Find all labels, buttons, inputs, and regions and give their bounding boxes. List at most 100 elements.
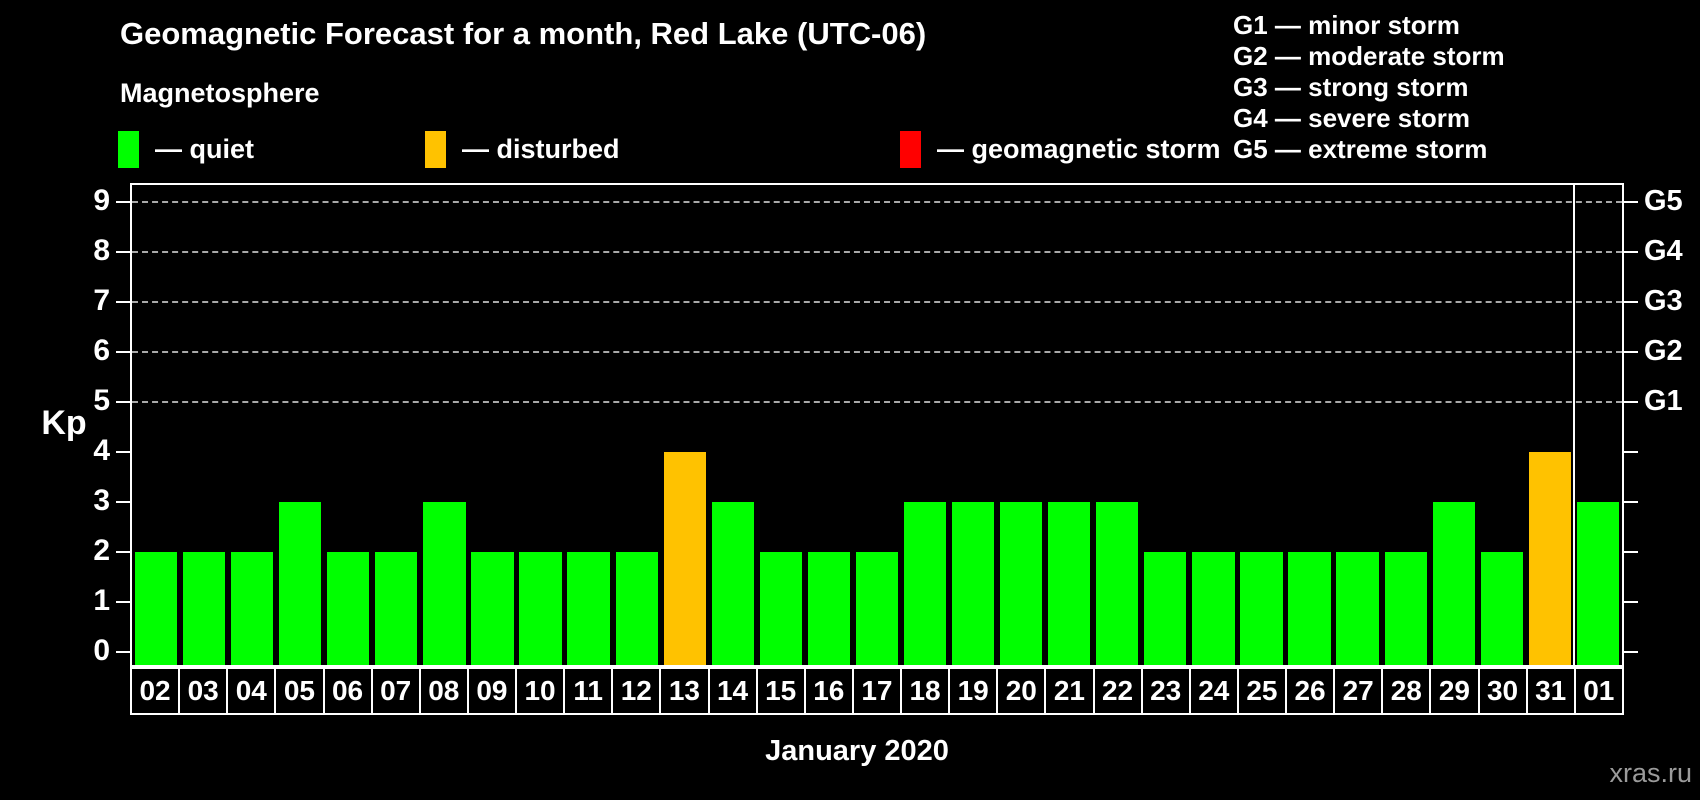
y-tick-left-1 [116,601,130,603]
legend-item-storm: — geomagnetic storm [900,129,1221,169]
kp-bar-05 [279,502,322,665]
date-cell-07: 07 [370,667,421,715]
bar-slot-29 [1430,185,1478,665]
kp-bar-23 [1144,552,1187,665]
bar-slot-12 [613,185,661,665]
plot-area [130,183,1624,667]
kp-bar-02 [134,552,178,665]
y-tick-right-7 [1624,301,1638,303]
bar-slot-15 [757,185,805,665]
legend-item-quiet: — quiet [118,129,254,169]
y-tick-left-9 [116,201,130,203]
legend-label-storm: — geomagnetic storm [937,133,1221,164]
bar-slot-18 [901,185,949,665]
date-cell-19: 19 [948,667,999,715]
kp-bar-24 [1192,552,1235,665]
kp-bar-07 [375,552,418,665]
kp-bar-18 [903,502,947,665]
bar-slot-16 [805,185,853,665]
month-separator [1572,185,1575,665]
kp-bar-17 [855,552,899,665]
kp-bar-29 [1432,502,1475,665]
g-axis-label-G3: G3 [1644,285,1683,317]
y-tick-right-1 [1624,601,1638,603]
y-tick-label-5: 5 [93,384,110,417]
date-cell-31: 31 [1525,667,1576,715]
date-cell-29: 29 [1429,667,1480,715]
y-tick-right-8 [1624,251,1638,253]
watermark: xras.ru [1609,758,1692,788]
chart-title: Geomagnetic Forecast for a month, Red La… [120,16,927,51]
y-tick-label-9: 9 [93,184,110,217]
date-cell-02: 02 [130,667,181,715]
bar-slot-25 [1237,185,1285,665]
bar-slot-11 [565,185,613,665]
date-cell-25: 25 [1236,667,1287,715]
date-cell-13: 13 [659,667,710,715]
bar-slot-07 [372,185,420,665]
bar-slot-10 [517,185,565,665]
gridline-kp9 [132,201,1622,203]
date-cell-04: 04 [226,667,277,715]
y-tick-label-1: 1 [93,584,110,617]
g-axis-label-G4: G4 [1644,235,1683,267]
kp-bar-26 [1288,552,1331,665]
bar-slot-13 [661,185,709,665]
date-cell-27: 27 [1333,667,1384,715]
bar-slot-19 [949,185,997,665]
g-scale-legend: G1 — minor storm G2 — moderate storm G3 — … [1233,10,1505,165]
magnetosphere-label: Magnetosphere [120,78,320,108]
date-cell-05: 05 [274,667,325,715]
y-tick-right-4 [1624,451,1638,453]
storm-color-swatch [900,130,921,168]
y-tick-label-3: 3 [93,484,110,517]
date-cell-20: 20 [996,667,1047,715]
bar-slot-05 [276,185,324,665]
bar-slot-28 [1382,185,1430,665]
gridline-kp7 [132,301,1622,303]
date-cell-30: 30 [1477,667,1528,715]
kp-bar-03 [182,552,226,665]
y-tick-right-9 [1624,201,1638,203]
kp-bar-22 [1096,502,1139,665]
y-tick-label-8: 8 [93,234,110,267]
bar-slot-02 [132,185,180,665]
y-tick-label-6: 6 [93,334,110,367]
date-cell-17: 17 [851,667,902,715]
x-axis-date-row: 02 03 04 05 06 07 08 09 10 11 12 13 14 15 16 17 18 19 20 21… [130,667,1624,715]
y-tick-left-3 [116,501,130,503]
legend-item-disturbed: — disturbed [425,129,620,169]
bar-slot-26 [1286,185,1334,665]
date-cell-18: 18 [900,667,951,715]
y-tick-label-7: 7 [93,284,110,317]
bar-slot-01 [1574,185,1622,665]
bars-layer [132,185,1622,665]
g-axis-label-G1: G1 [1644,385,1683,417]
legend-label-disturbed: — disturbed [462,133,620,164]
bar-slot-09 [468,185,516,665]
kp-bar-31 [1528,452,1571,665]
kp-bar-01 [1576,502,1620,665]
y-tick-label-4: 4 [93,434,110,467]
bar-slot-06 [324,185,372,665]
kp-bar-14 [711,502,754,665]
date-cell-09: 09 [466,667,517,715]
bar-slot-14 [709,185,757,665]
bar-slot-23 [1141,185,1189,665]
kp-bar-04 [231,552,274,665]
bar-slot-20 [997,185,1045,665]
y-tick-label-0: 0 [93,634,110,667]
quiet-color-swatch [118,130,139,168]
y-tick-left-7 [116,301,130,303]
bar-slot-27 [1334,185,1382,665]
kp-bar-12 [615,552,658,665]
gridline-kp8 [132,251,1622,253]
g-axis-label-G2: G2 [1644,335,1683,367]
bar-slot-03 [180,185,228,665]
bar-slot-08 [420,185,468,665]
date-cell-03: 03 [178,667,229,715]
y-tick-left-5 [116,401,130,403]
date-cell-21: 21 [1044,667,1095,715]
kp-bar-28 [1384,552,1427,665]
kp-bar-30 [1480,552,1523,665]
